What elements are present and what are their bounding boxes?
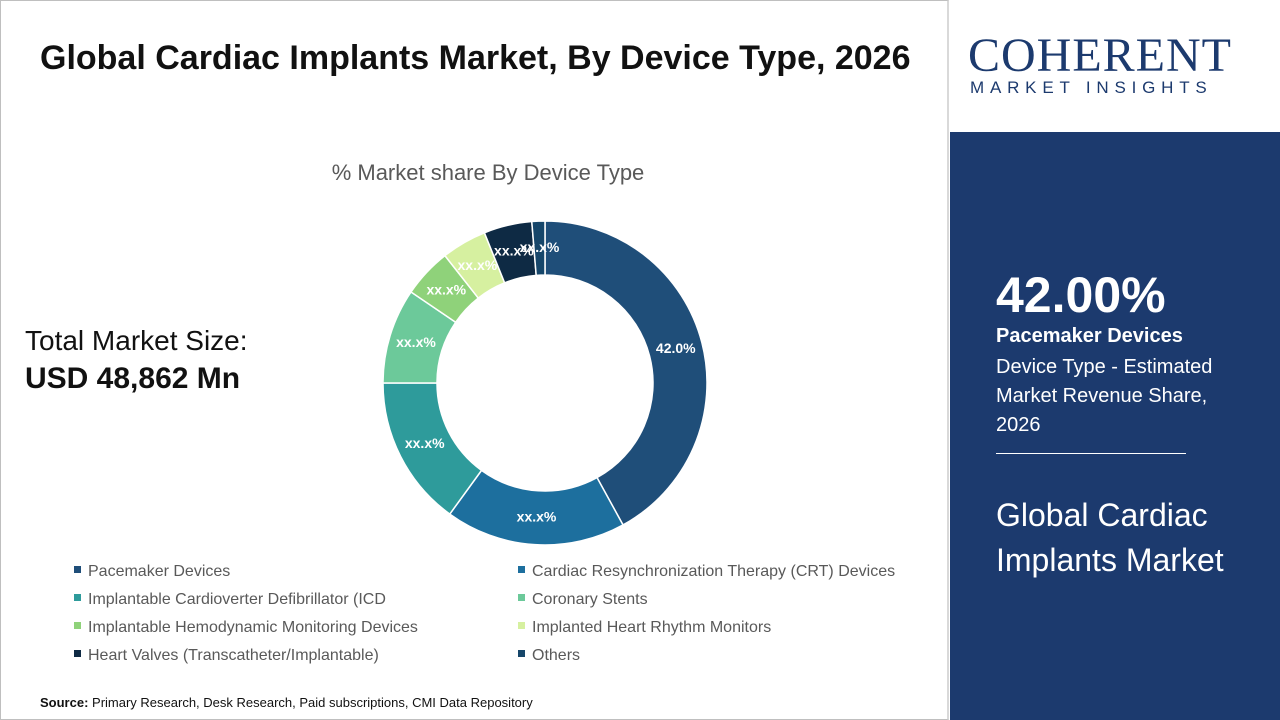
highlight-value: 42.00%: [996, 267, 1166, 323]
slice: [530, 220, 546, 277]
source-text: Primary Research, Desk Research, Paid su…: [92, 695, 533, 710]
legend-marker: [74, 650, 81, 658]
logo-name: COHERENT: [968, 29, 1232, 82]
legend-marker: [518, 622, 525, 630]
legend-label: Others: [532, 647, 581, 664]
legend-label: Coronary Stents: [532, 591, 648, 608]
data-label: xx.x%: [396, 334, 436, 350]
highlight-market: Global Cardiac Implants Market: [996, 497, 1224, 578]
chart-title: Global Cardiac Implants Market, By Devic…: [40, 39, 911, 77]
legend-label: Cardiac Resynchronization Therapy (CRT) …: [532, 563, 896, 580]
legend-marker: [518, 650, 525, 658]
source: Source: Primary Research, Desk Research,…: [40, 695, 533, 710]
highlight-segment: Pacemaker Devices: [996, 325, 1183, 347]
logo-tagline: MARKET INSIGHTS: [970, 78, 1213, 97]
legend-item: Implantable Cardioverter Defibrillator (…: [74, 591, 386, 609]
legend-label: Implanted Heart Rhythm Monitors: [532, 619, 772, 636]
highlight-description: Device Type - Estimated Market Revenue S…: [996, 356, 1213, 436]
legend-item: Pacemaker Devices: [74, 563, 230, 581]
data-label: xx.x%: [520, 239, 560, 255]
legend-item: Heart Valves (Transcatheter/Implantable): [74, 647, 379, 665]
legend-marker: [74, 594, 81, 602]
data-label: 42.0%: [656, 340, 696, 356]
legend-item: Coronary Stents: [518, 591, 648, 609]
chart: 42.0%xx.x%xx.x%xx.x%xx.x%xx.x%xx.x%xx.x%: [382, 220, 708, 546]
data-label: xx.x%: [494, 242, 534, 258]
total-label: Total Market Size:: [25, 325, 248, 356]
slice: [544, 220, 708, 526]
source-label: Source:: [40, 695, 89, 710]
data-label: xx.x%: [426, 282, 466, 298]
side-panel: [950, 132, 1280, 720]
legend-marker: [518, 566, 525, 574]
legend-label: Pacemaker Devices: [88, 563, 231, 580]
data-label: xx.x%: [517, 508, 557, 524]
legend-label: Implantable Hemodynamic Monitoring Devic…: [88, 619, 418, 636]
data-label: xx.x%: [405, 435, 445, 451]
legend-marker: [518, 594, 525, 602]
legend-marker: [74, 622, 81, 630]
legend-marker: [74, 566, 81, 574]
chart-subtitle: % Market share By Device Type: [331, 160, 645, 185]
legend-item: Implanted Heart Rhythm Monitors: [518, 619, 771, 637]
legend-label: Implantable Cardioverter Defibrillator (…: [88, 591, 386, 608]
legend-label: Heart Valves (Transcatheter/Implantable): [88, 647, 379, 664]
total-value: USD 48,862 Mn: [25, 362, 241, 395]
legend-item: Cardiac Resynchronization Therapy (CRT) …: [518, 563, 895, 581]
data-label: xx.x%: [458, 257, 498, 273]
legend-item: Others: [518, 647, 580, 665]
divider: [996, 453, 1186, 454]
legend-item: Implantable Hemodynamic Monitoring Devic…: [74, 619, 418, 637]
